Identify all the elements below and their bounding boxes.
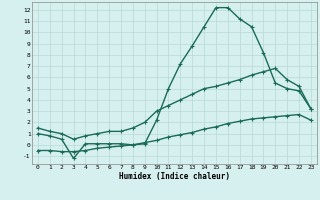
X-axis label: Humidex (Indice chaleur): Humidex (Indice chaleur) bbox=[119, 172, 230, 181]
